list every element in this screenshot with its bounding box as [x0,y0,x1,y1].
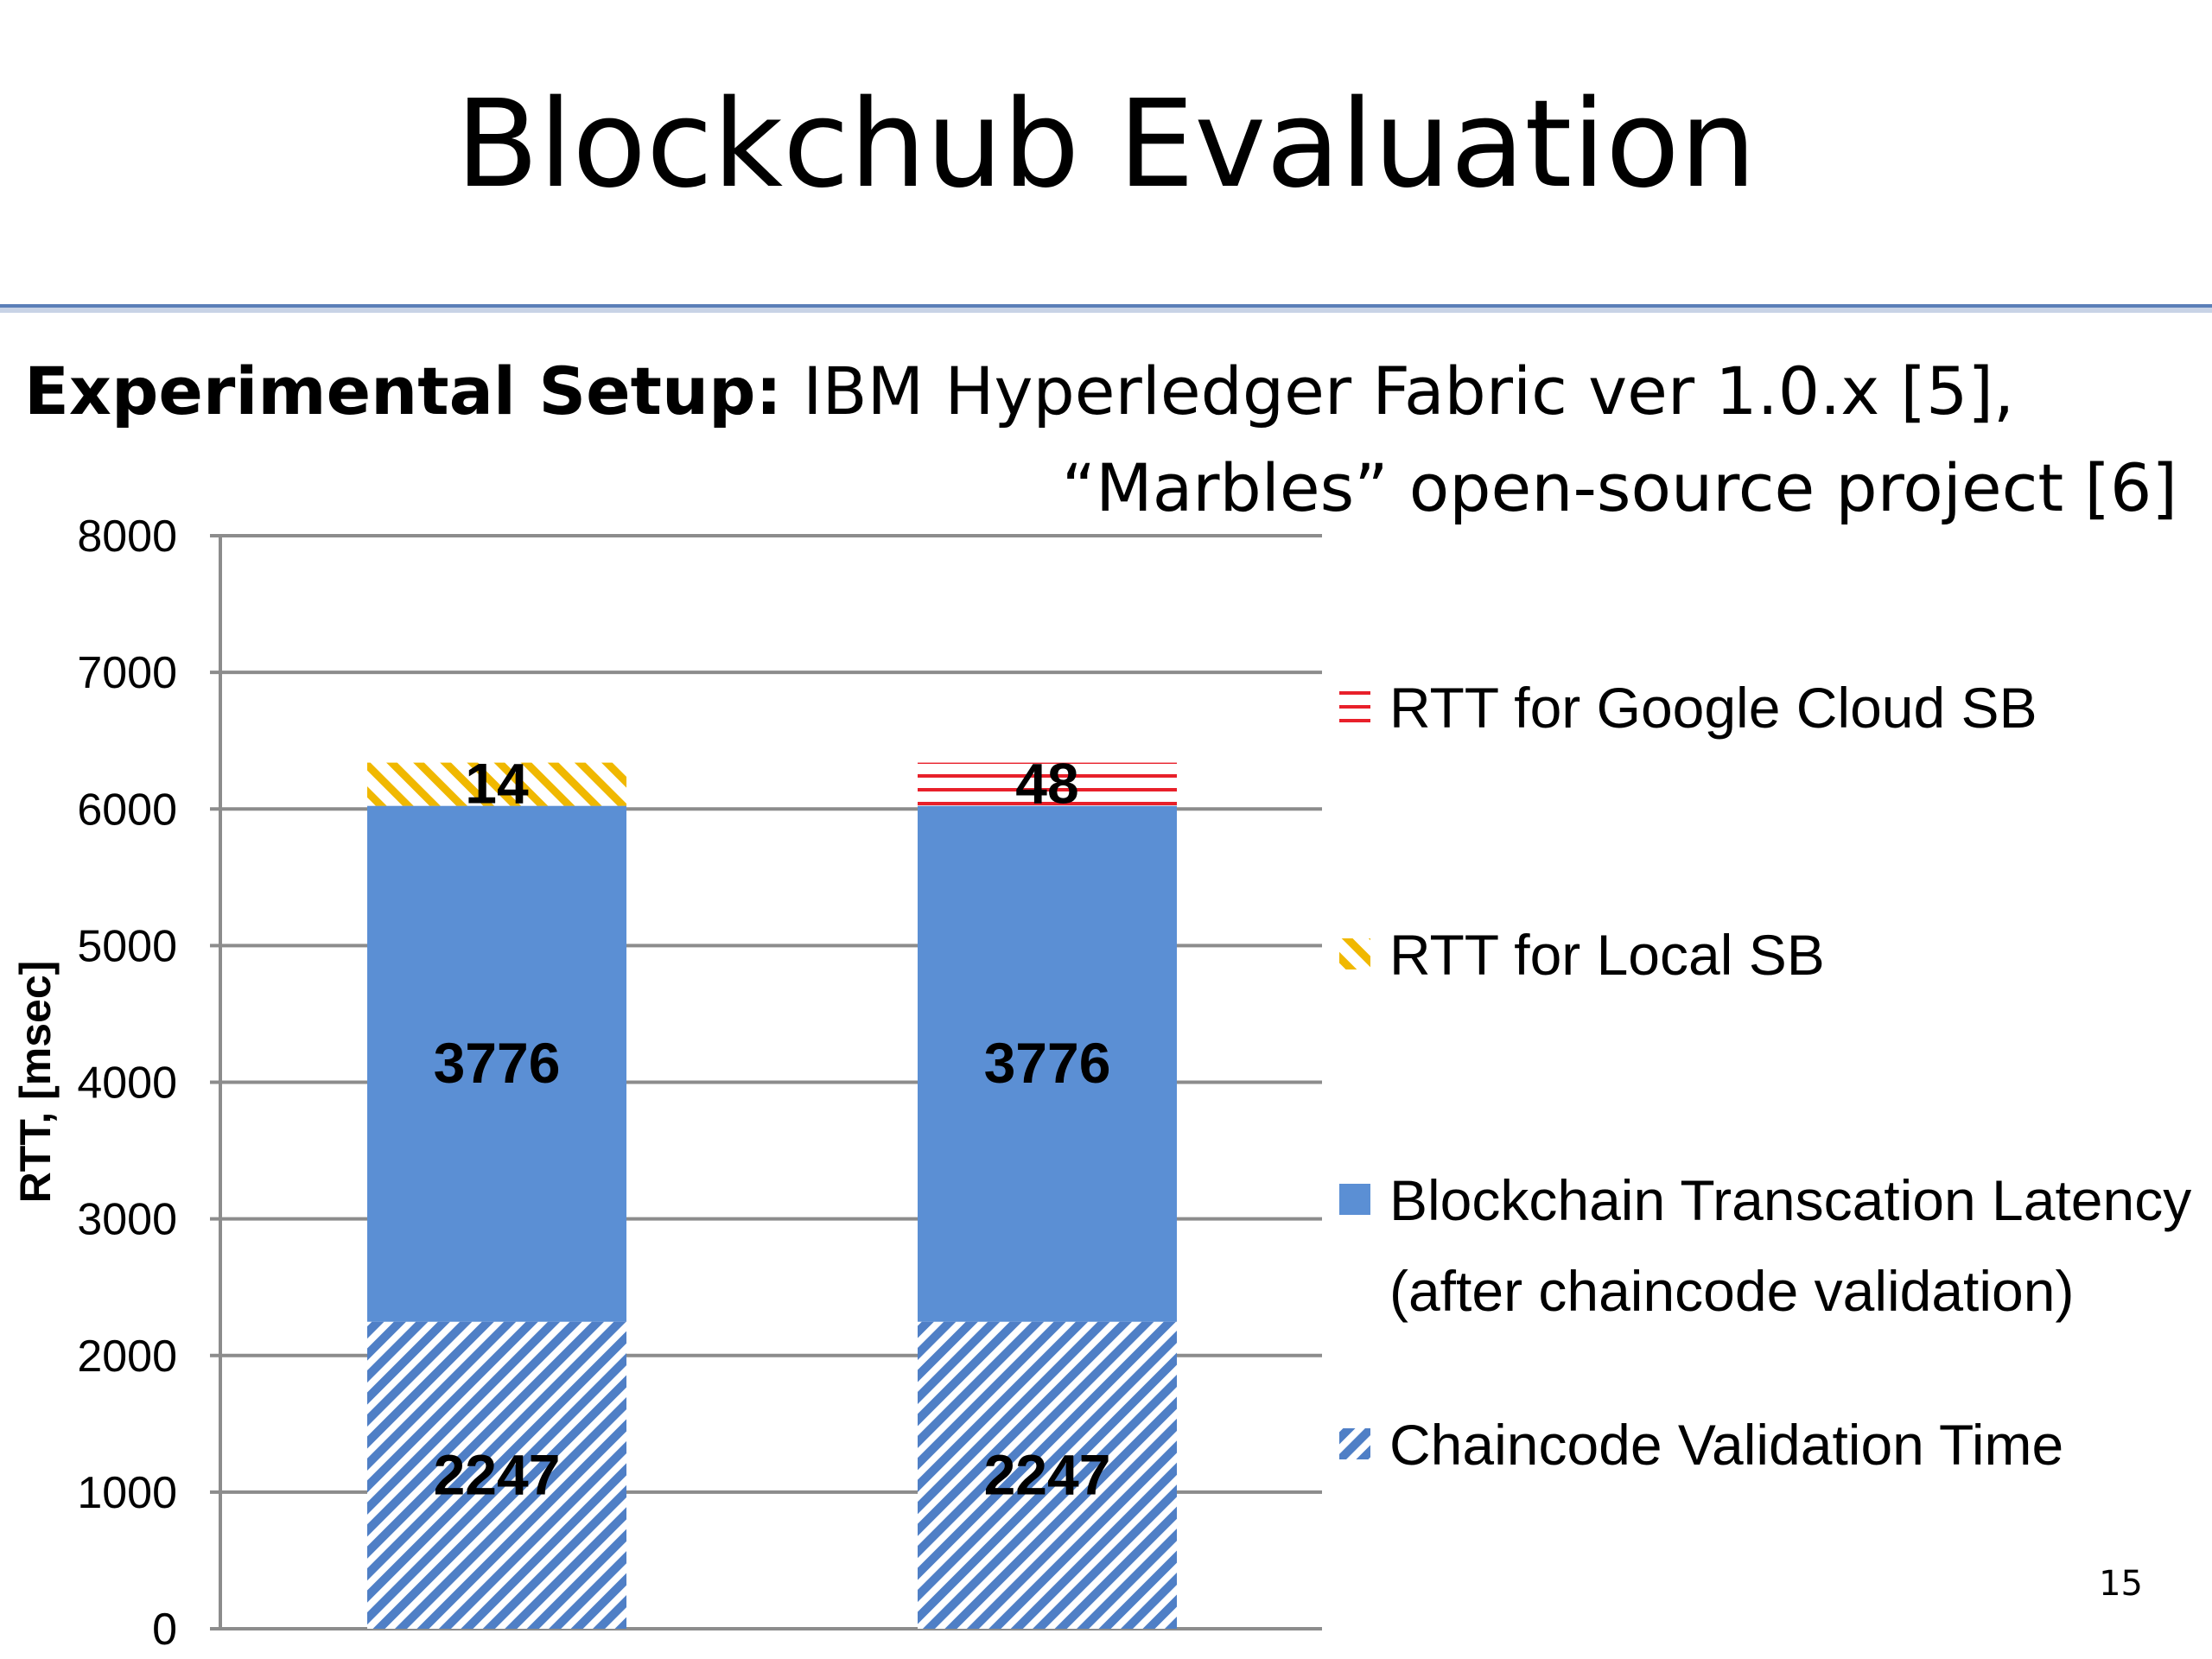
axes: 0 1000 2000 3000 4000 5000 6000 7000 8000 RTT, [m… [11,512,222,1655]
data-label: 48 [1015,752,1078,816]
data-label: 3776 [984,1031,1111,1095]
y-tick-label: 6000 [77,785,177,835]
setup-text: IBM Hyperledger Fabric ver 1.0.x [5], [781,353,2015,429]
y-axis-title: RTT, [msec] [11,961,60,1204]
y-tick-label: 0 [152,1605,177,1655]
legend-label: Blockchain Transcation Latency [1389,1168,2191,1232]
bar-segment [367,762,626,806]
y-tick-label: 8000 [77,512,177,562]
page-number: 15 [2099,1564,2143,1604]
data-label: 14 [465,752,529,816]
title-divider [0,304,2212,313]
bar-segment [918,1321,1177,1629]
y-tick-label: 1000 [77,1468,177,1518]
legend-swatch [1339,1428,1370,1459]
legend-swatch [1339,938,1370,969]
legend-swatch [1339,691,1370,722]
bars [367,762,1177,1629]
legend-label: RTT for Local SB [1389,923,1825,987]
data-label: 3776 [434,1031,561,1095]
legend-label: Chaincode Validation Time [1389,1413,2063,1477]
y-tick-label: 4000 [77,1058,177,1109]
y-tick-label: 5000 [77,921,177,971]
setup-line: Experimental Setup: IBM Hyperledger Fabr… [24,353,2014,430]
legend-label: RTT for Google Cloud SB [1389,676,2037,740]
y-tick-label: 2000 [77,1332,177,1382]
setup-label: Experimental Setup: [24,353,782,429]
bar-segment [918,805,1177,1322]
legend-label: (after chaincode validation) [1389,1259,2074,1323]
y-tick-label: 7000 [77,648,177,698]
legend: RTT for Google Cloud SB RTT for Local SB B… [1339,676,2191,1477]
setup-line-2: “Marbles” open-source project [6] [1061,449,2177,526]
y-tick-label: 3000 [77,1195,177,1245]
bar-segment [918,762,1177,806]
bar-segment [367,805,626,1322]
data-labels: 2247 3776 14 2247 3776 48 [434,752,1111,1507]
data-label: 2247 [984,1442,1111,1506]
data-label: 2247 [434,1442,561,1506]
slide-title: Blockchub Evaluation [455,74,1757,215]
bar-segment [367,1321,626,1629]
legend-swatch [1339,1184,1370,1215]
